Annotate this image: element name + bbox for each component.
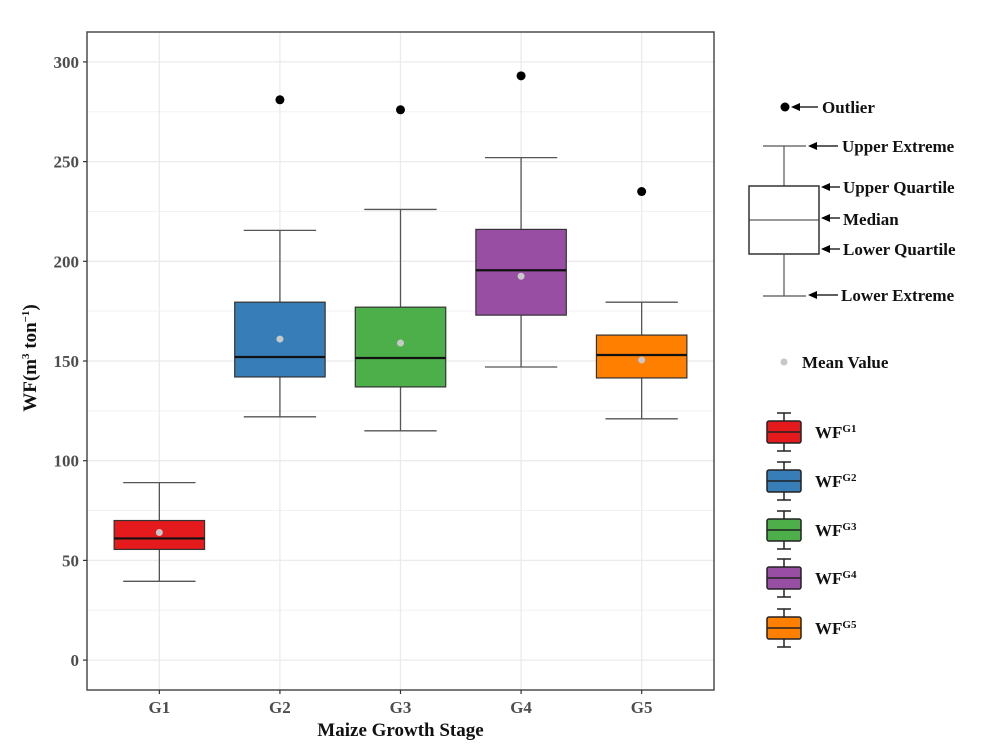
legend-item-g1: WFG1 <box>766 412 856 452</box>
legend-label-base: WF <box>815 521 842 540</box>
mean-marker <box>638 356 646 364</box>
box-plots <box>113 71 688 582</box>
y-tick-label: 250 <box>54 153 80 172</box>
box-g5 <box>595 187 688 420</box>
legend-label-sup: G5 <box>842 619 857 631</box>
y-tick-label: 200 <box>54 252 80 271</box>
x-axis-title: Maize Growth Stage <box>317 720 483 741</box>
x-axis: G1 G2 G3 G4 G5 <box>148 690 653 717</box>
legend-item-g2: WFG2 <box>766 461 857 501</box>
box-g4 <box>475 71 567 368</box>
legend-label-base: WF <box>815 472 842 491</box>
key-mean-dot <box>780 358 788 366</box>
y-tick-label: 100 <box>54 452 80 471</box>
legend-label-sup: G2 <box>842 472 857 484</box>
box-g2 <box>234 95 326 418</box>
key-arrow-lower-quartile <box>821 245 840 253</box>
legend-label: WFG5 <box>815 619 857 638</box>
mean-marker <box>155 528 163 536</box>
key-label-upper-quartile: Upper Quartile <box>843 178 955 197</box>
key-label-upper-extreme: Upper Extreme <box>842 137 955 156</box>
legend-label: WFG3 <box>815 521 857 540</box>
y-tick-label: 300 <box>54 53 80 72</box>
y-axis-title-sup2: −1 <box>20 311 32 323</box>
y-axis-title-mid: ton <box>20 322 41 354</box>
iqr-box <box>475 228 567 316</box>
key-label-mean-value: Mean Value <box>802 353 889 372</box>
legend-label-base: WF <box>815 619 842 638</box>
legend-item-g3: WFG3 <box>766 510 857 550</box>
key-arrow-upper-extreme <box>808 142 838 150</box>
mean-marker <box>276 335 284 343</box>
legend-item-g5: WFG5 <box>766 608 857 648</box>
y-axis-title-base: WF(m <box>20 359 41 412</box>
y-axis-title: WF(m3 ton−1) <box>20 304 41 412</box>
key-label-lower-quartile: Lower Quartile <box>843 240 956 259</box>
legend-label-base: WF <box>815 423 842 442</box>
iqr-box <box>354 306 447 388</box>
x-tick-label: G4 <box>510 698 532 717</box>
y-tick-label: 50 <box>62 551 79 570</box>
key-arrow-upper-quartile <box>821 183 840 191</box>
y-axis-title-sup1: 3 <box>20 353 32 359</box>
legend-label-sup: G4 <box>842 569 857 581</box>
legend-label: WFG1 <box>815 423 856 442</box>
outlier-point <box>396 105 405 115</box>
outlier-point <box>516 71 526 81</box>
outlier-point <box>637 187 647 197</box>
box-g3 <box>354 105 447 432</box>
boxplot-key: Outlier Upper Extreme Upper Quartile Med… <box>748 98 956 372</box>
y-tick-label: 0 <box>71 651 80 670</box>
legend-label-sup: G1 <box>842 423 856 435</box>
x-tick-label: G3 <box>390 698 412 717</box>
x-tick-label: G2 <box>269 698 291 717</box>
key-label-lower-extreme: Lower Extreme <box>841 286 955 305</box>
box-g1 <box>113 481 206 582</box>
legend-label: WFG4 <box>815 569 857 588</box>
outlier-point <box>275 95 285 105</box>
y-tick-label: 150 <box>54 352 80 371</box>
x-tick-label: G5 <box>631 698 653 717</box>
legend-label-base: WF <box>815 569 842 588</box>
legend-label-sup: G3 <box>842 521 857 533</box>
key-arrow-lower-extreme <box>808 291 838 299</box>
mean-marker <box>517 272 525 280</box>
key-arrow-median <box>821 214 840 222</box>
key-outlier-dot <box>780 102 790 112</box>
y-axis-title-end: ) <box>20 304 41 310</box>
x-tick-label: G1 <box>148 698 170 717</box>
key-label-median: Median <box>843 210 899 229</box>
legend-label: WFG2 <box>815 472 857 491</box>
y-axis: 0 50 100 150 200 250 300 <box>54 53 87 670</box>
mean-marker <box>397 339 404 347</box>
key-arrow-outlier <box>791 103 818 111</box>
key-label-outlier: Outlier <box>822 98 875 117</box>
legend-item-g4: WFG4 <box>766 558 857 598</box>
